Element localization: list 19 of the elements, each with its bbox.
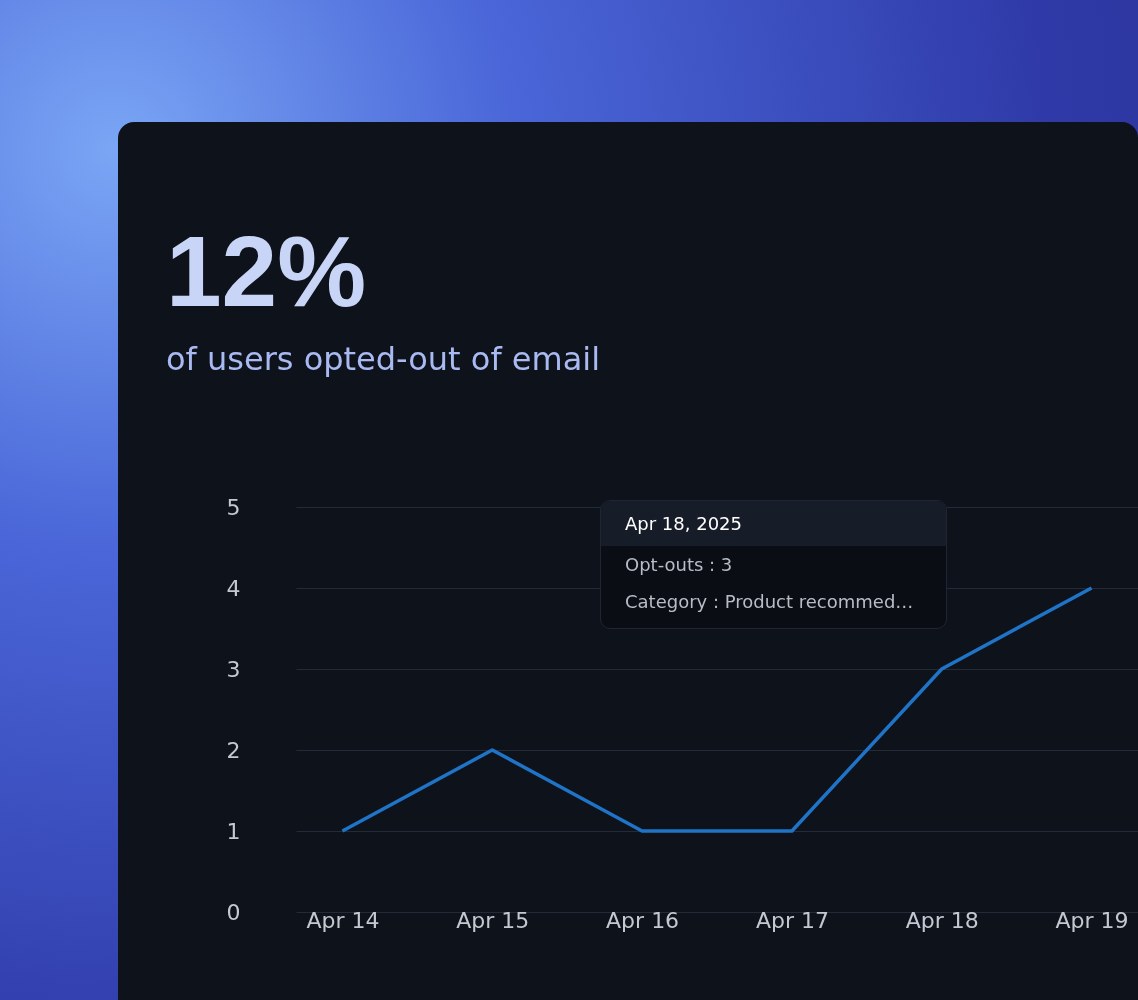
y-tick-label: 0 xyxy=(226,899,241,925)
tooltip-card: Apr 18, 2025 Opt-outs : 3 Category : Product recommed… xyxy=(600,500,947,629)
y-tick-label: 4 xyxy=(226,575,241,601)
y-tick-label: 3 xyxy=(226,656,241,682)
x-tick-label: Apr 17 xyxy=(755,907,829,933)
chart-title: 12% xyxy=(166,214,367,329)
chart-subtitle: of users opted-out of email xyxy=(166,340,601,378)
x-tick-label: Apr 15 xyxy=(456,907,530,933)
y-tick-label: 2 xyxy=(226,737,241,763)
y-tick-label: 5 xyxy=(226,494,241,520)
line-series xyxy=(340,586,1094,833)
x-tick-label: Apr 19 xyxy=(1055,907,1129,933)
x-tick-label: Apr 16 xyxy=(606,907,680,933)
annotation: Apr 18, 2025 xyxy=(601,501,946,546)
annotation: Opt-outs : 3 xyxy=(624,553,734,577)
x-tick-label: Apr 14 xyxy=(306,907,380,933)
x-tick-label: Apr 18 xyxy=(905,907,979,933)
annotation: Category : Product recommed… xyxy=(624,590,915,614)
y-tick-label: 1 xyxy=(226,818,241,844)
